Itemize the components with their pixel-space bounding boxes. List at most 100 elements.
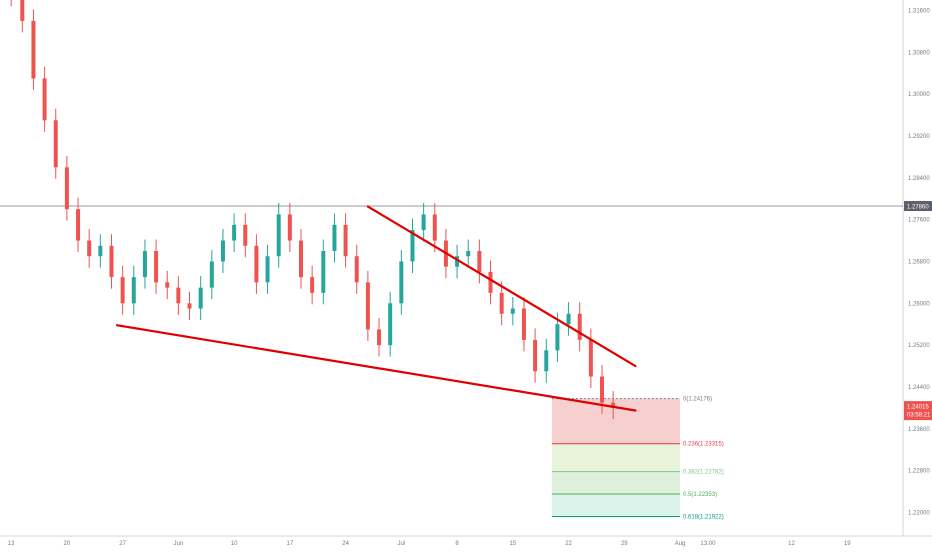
candle-body (98, 245, 103, 257)
horizontal-line-price-tag (904, 201, 932, 212)
fib-zone-0.5 (551, 494, 681, 517)
candle-body (220, 240, 225, 262)
time-tick-label: 12 (788, 541, 795, 547)
fib-zone-0.382 (551, 471, 681, 495)
candle-body (287, 214, 292, 241)
horizontal-line-price-text: 1.27860 (907, 205, 929, 211)
price-tick-label: 1.31600 (908, 8, 930, 14)
price-tick-label: 1.28400 (908, 176, 930, 182)
time-tick-label: 22 (565, 541, 572, 547)
time-tick-label: 19 (844, 541, 851, 547)
candle-body (131, 277, 136, 304)
candle-body (31, 20, 36, 79)
trendline[interactable] (115, 324, 637, 412)
price-tick-label: 1.24400 (908, 385, 930, 391)
candle-body (232, 224, 237, 241)
countdown-text: 03:58:21 (907, 413, 931, 419)
price-tick-label: 1.22000 (908, 510, 930, 516)
candle-body (488, 271, 493, 293)
price-tick-label: 1.26000 (908, 301, 930, 307)
price-tick-label: 1.25200 (908, 343, 930, 349)
candle-body (87, 240, 92, 257)
price-tick-label: 1.30800 (908, 50, 930, 56)
candle-body (332, 224, 337, 252)
candle-body (544, 350, 549, 372)
candle-body (365, 282, 370, 330)
candle-body (499, 292, 504, 314)
candle-body (20, 0, 25, 21)
candle-body (466, 251, 471, 257)
time-tick-label: 29 (621, 541, 628, 547)
candle-body (165, 282, 170, 288)
candle-body (254, 245, 259, 283)
fib-level-label: 0.5(1.22353) (683, 492, 717, 498)
candle-body (377, 329, 382, 346)
candle-body (310, 277, 315, 293)
price-tick-label: 1.27600 (908, 218, 930, 224)
price-tick-label: 1.29200 (908, 134, 930, 140)
fib-level-label: 0.236(1.23315) (683, 442, 724, 448)
trendline[interactable] (366, 205, 637, 368)
time-tick-label: 13 (8, 541, 15, 547)
candle-body (276, 214, 281, 257)
fib-level-label: 0.618(1.21922) (683, 515, 724, 521)
time-tick-label: 13:00 (700, 541, 716, 547)
candle-body (209, 261, 214, 288)
time-tick-label: 24 (342, 541, 349, 547)
candle-body (432, 214, 437, 241)
candle-body (354, 256, 359, 283)
candles (10, 0, 616, 420)
fib-zone-0 (551, 398, 681, 444)
fib-retracement-tool[interactable]: 0(1.24176) 0.236(1.23315) 0.382(1.22782) 0.… (551, 397, 724, 521)
current-price-tag (904, 401, 932, 421)
candle-body (455, 256, 460, 267)
candle-body (611, 402, 616, 408)
price-tick-label: 1.22800 (908, 469, 930, 475)
candle-body (477, 251, 482, 272)
fib-zone-0.236 (551, 443, 681, 472)
candle-body (388, 303, 393, 346)
candle-body (187, 303, 192, 309)
time-tick-label: 8 (455, 541, 459, 547)
candle-body (421, 214, 426, 231)
time-tick-label: Jul (397, 541, 405, 547)
candle-body (600, 376, 604, 403)
price-tick-label: 1.26800 (908, 259, 930, 265)
candle-body (64, 167, 69, 210)
time-tick-label: 27 (119, 541, 126, 547)
time-tick-label: Aug (675, 541, 686, 547)
candle-body (109, 245, 114, 278)
candle-body (198, 287, 203, 309)
candle-body (42, 78, 47, 121)
candle-body (566, 313, 571, 325)
candle-body (533, 339, 538, 372)
candle-body (76, 209, 81, 241)
time-axis[interactable]: 13 20 27 Jun 10 17 24 Jul 8 15 22 29 Aug 13:00 12 19 (0, 535, 932, 547)
candle-body (154, 251, 159, 283)
price-tick-label: 1.23600 (908, 427, 930, 433)
time-tick-label: 17 (287, 541, 294, 547)
fib-level-label: 0.382(1.22782) (683, 470, 724, 476)
price-tick-label: 1.30000 (908, 92, 930, 98)
candle-body (53, 120, 58, 168)
trendlines[interactable] (115, 205, 637, 412)
candle-body (510, 308, 515, 314)
candle-body (588, 339, 593, 377)
time-tick-label: 15 (509, 541, 516, 547)
candle-body (321, 251, 326, 293)
candle-body (176, 287, 181, 304)
time-tick-label: 20 (64, 541, 71, 547)
price-axis[interactable]: 1.31600 1.30800 1.30000 1.29200 1.28400 1.276… (902, 0, 930, 536)
candle-body (120, 277, 125, 304)
candle-body (577, 313, 582, 340)
candle-body (265, 256, 270, 283)
candle-body (343, 224, 348, 257)
candle-body (399, 261, 404, 304)
candle-body (299, 240, 303, 278)
time-tick-label: 10 (231, 541, 238, 547)
candle-body (142, 251, 147, 278)
candle-body (410, 230, 415, 262)
candle-body (521, 308, 526, 340)
